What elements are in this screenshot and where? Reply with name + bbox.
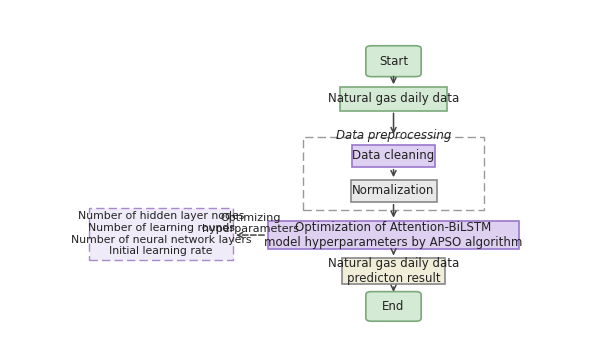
Text: End: End xyxy=(382,300,405,313)
FancyBboxPatch shape xyxy=(89,208,233,260)
FancyBboxPatch shape xyxy=(340,87,447,111)
FancyBboxPatch shape xyxy=(350,180,437,202)
Text: Natural gas daily data
predicton result: Natural gas daily data predicton result xyxy=(328,257,459,285)
FancyBboxPatch shape xyxy=(343,258,445,284)
Text: Normalization: Normalization xyxy=(352,184,435,197)
Text: Start: Start xyxy=(379,55,408,68)
Text: Data preprocessing: Data preprocessing xyxy=(336,129,451,142)
Text: Optimization of Attention-BiLSTM
model hyperparameters by APSO algorithm: Optimization of Attention-BiLSTM model h… xyxy=(265,221,523,249)
Text: Data cleaning: Data cleaning xyxy=(352,149,434,162)
FancyBboxPatch shape xyxy=(268,221,519,249)
FancyBboxPatch shape xyxy=(352,145,436,167)
FancyBboxPatch shape xyxy=(366,292,421,321)
Text: Number of hidden layer nodes
Number of learning rounds
Number of neural network : Number of hidden layer nodes Number of l… xyxy=(71,211,251,256)
Text: Natural gas daily data: Natural gas daily data xyxy=(328,92,459,105)
FancyBboxPatch shape xyxy=(366,46,421,76)
Text: Optimizing
hyperparameters: Optimizing hyperparameters xyxy=(202,213,299,234)
